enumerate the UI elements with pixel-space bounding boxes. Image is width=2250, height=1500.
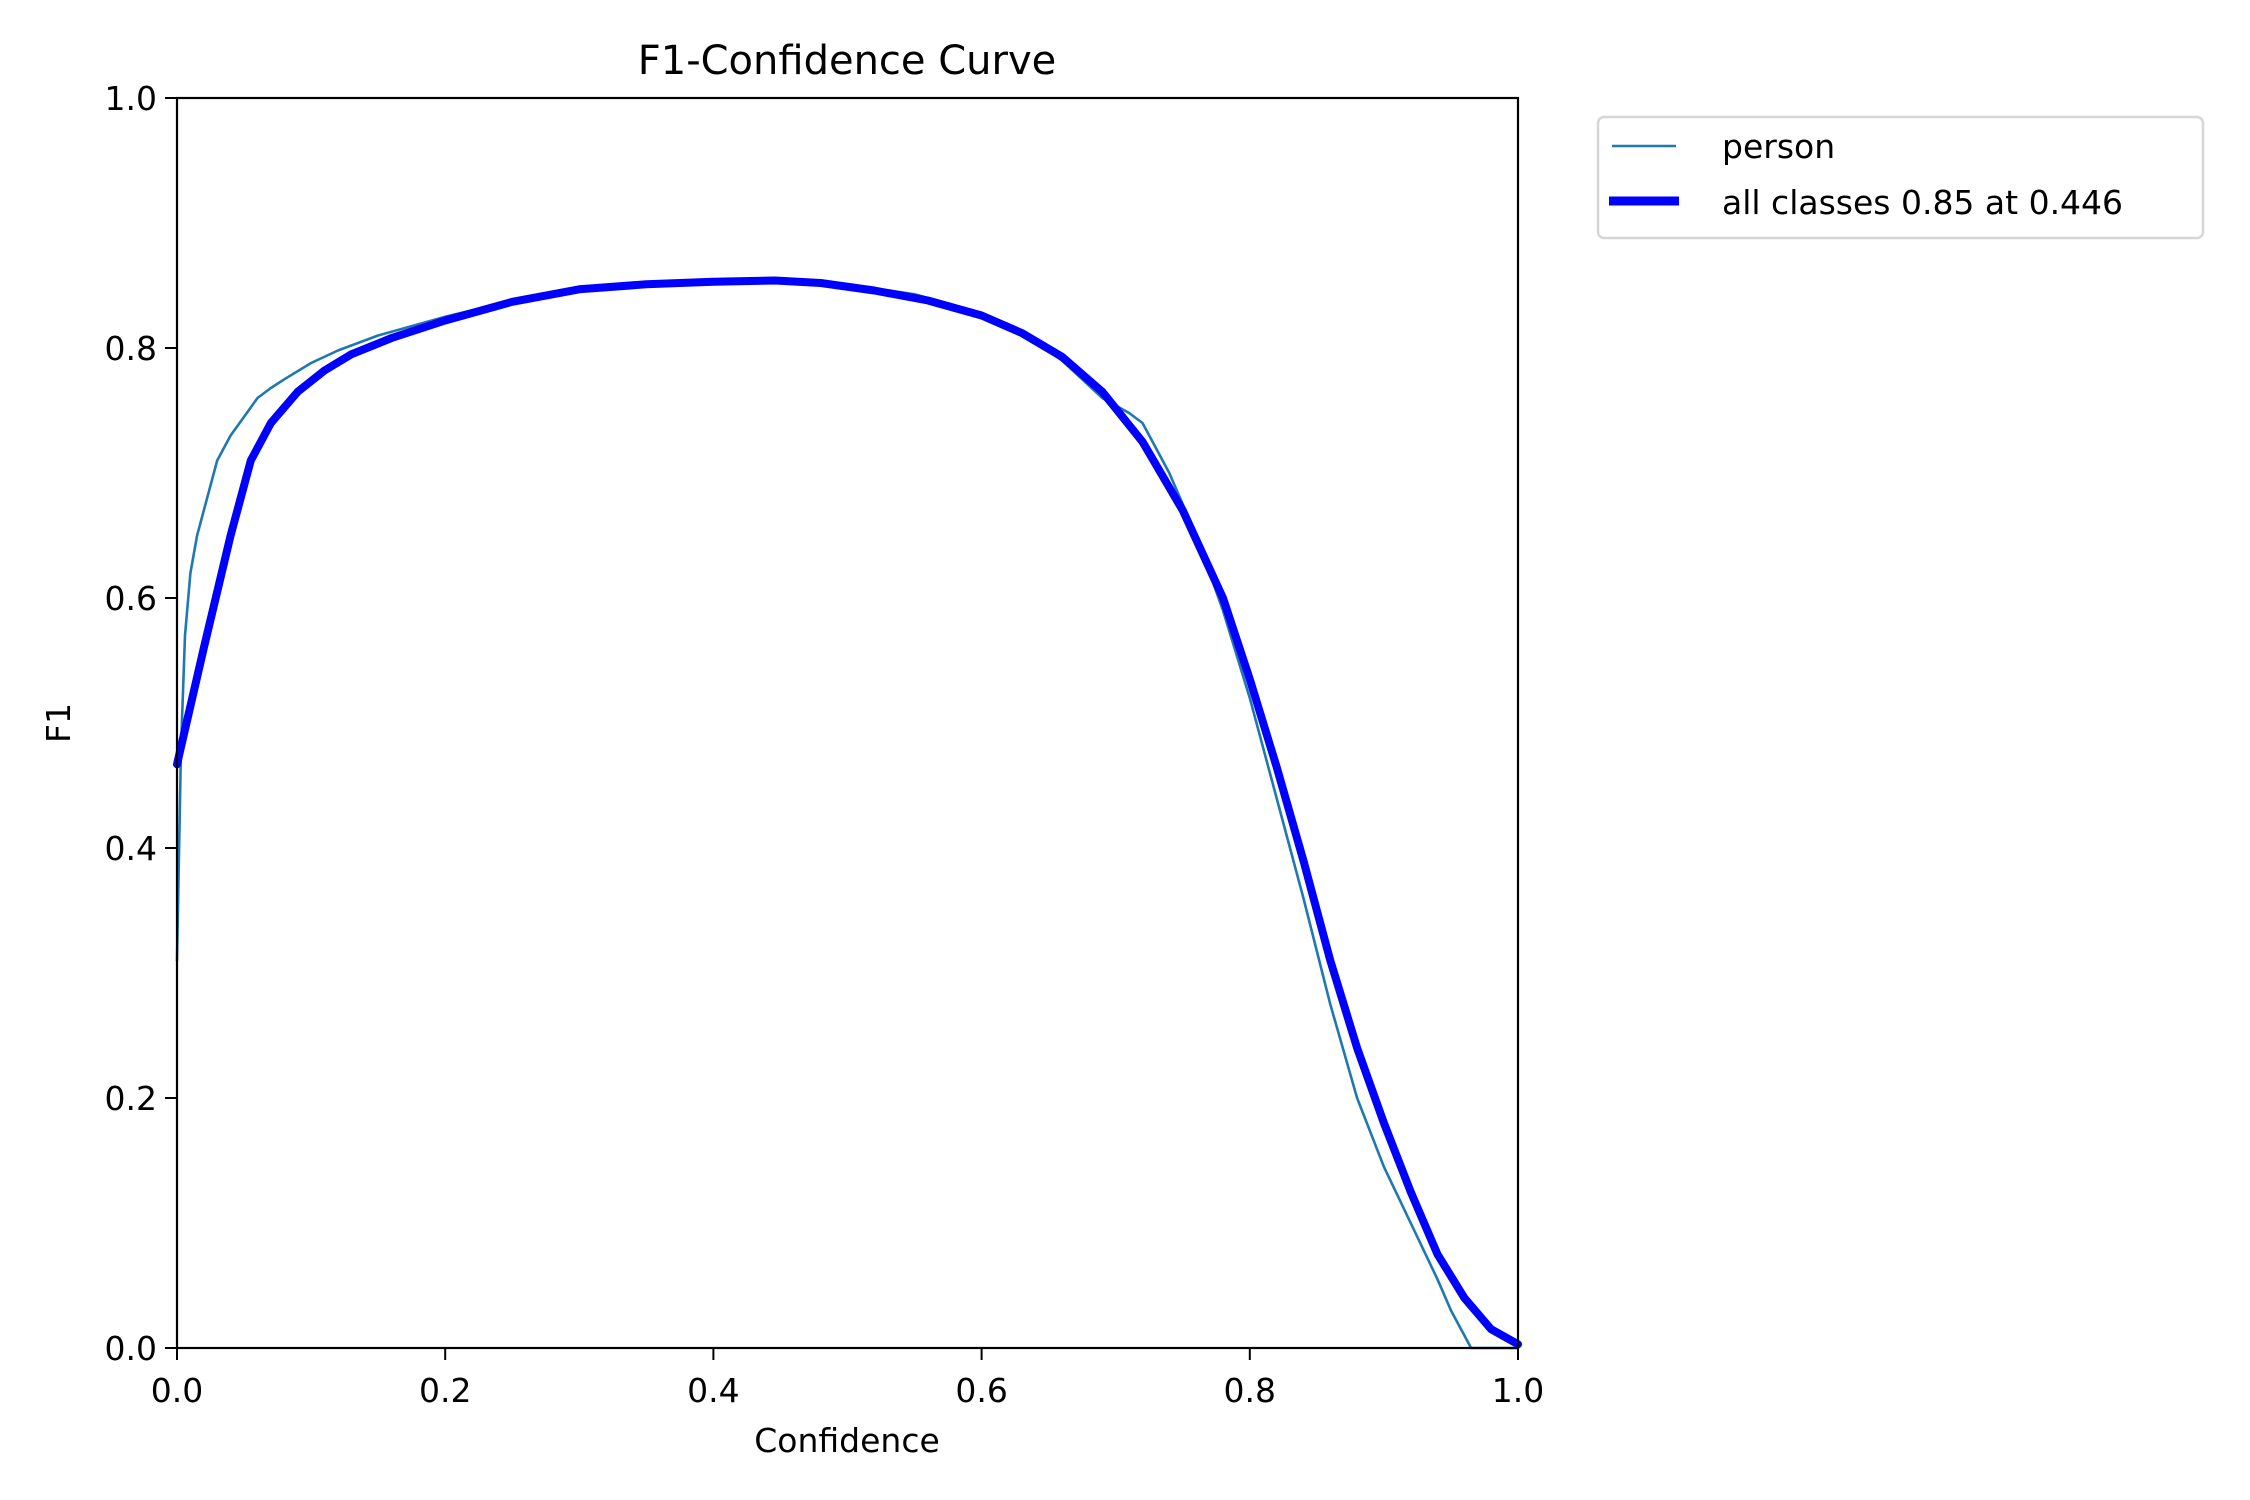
chart-title: F1-Confidence Curve [638, 38, 1057, 84]
x-tick-label: 1.0 [1492, 1371, 1544, 1410]
legend-label-person: person [1722, 127, 1835, 166]
y-tick-label: 0.2 [105, 1079, 157, 1118]
y-tick-label: 0.6 [105, 579, 157, 618]
y-tick-label: 1.0 [105, 79, 157, 118]
x-tick-label: 0.6 [955, 1371, 1007, 1410]
y-tick-label: 0.8 [105, 329, 157, 368]
axes-frame [175, 96, 1520, 1350]
x-tick-label: 0.2 [419, 1371, 471, 1410]
y-axis-label: F1 [39, 703, 78, 743]
legend-label-all-classes: all classes 0.85 at 0.446 [1722, 183, 2123, 222]
x-axis: 0.0 0.2 0.4 0.6 0.8 1.0 [151, 1348, 1544, 1410]
x-axis-label: Confidence [754, 1421, 940, 1460]
plot-area [173, 96, 1522, 1350]
series-layer [173, 276, 1522, 1350]
y-tick-label: 0.0 [105, 1329, 157, 1368]
legend: person all classes 0.85 at 0.446 [1596, 115, 2205, 240]
x-tick-label: 0.0 [151, 1371, 203, 1410]
series-line-all-classes [173, 276, 1522, 1349]
y-axis: 0.0 0.2 0.4 0.6 0.8 1.0 [105, 79, 177, 1368]
x-tick-label: 0.4 [687, 1371, 739, 1410]
series-line-person [175, 279, 1520, 1350]
y-tick-label: 0.4 [105, 829, 157, 868]
legend-frame [1596, 115, 2205, 240]
x-tick-label: 0.8 [1224, 1371, 1276, 1410]
